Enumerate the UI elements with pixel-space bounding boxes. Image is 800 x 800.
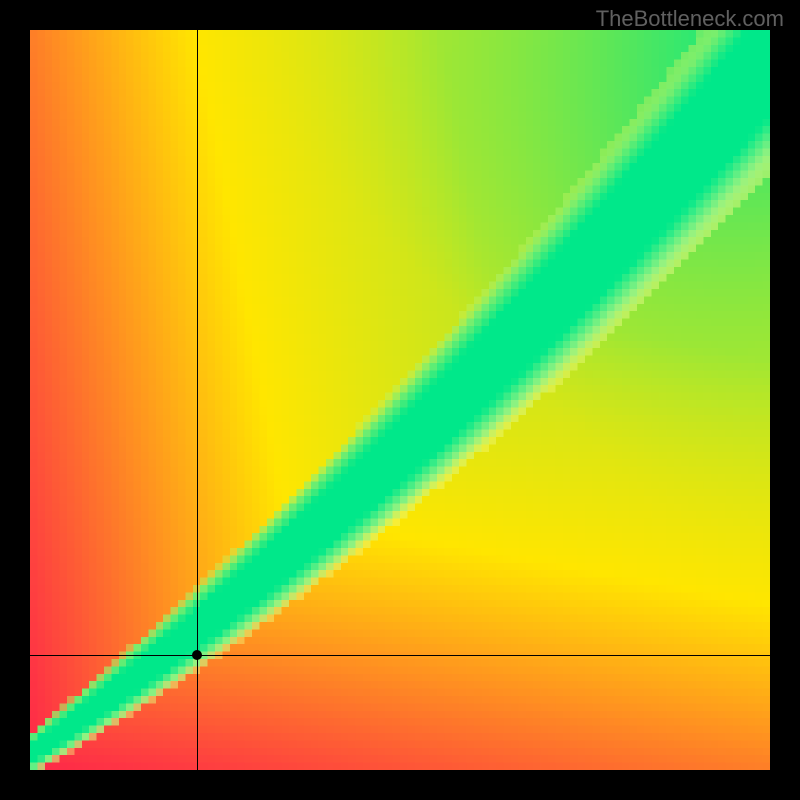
crosshair-marker	[192, 650, 202, 660]
watermark-text: TheBottleneck.com	[596, 6, 784, 32]
chart-container: TheBottleneck.com	[0, 0, 800, 800]
heatmap-canvas	[30, 30, 770, 770]
crosshair-horizontal	[30, 655, 770, 656]
plot-area	[30, 30, 770, 770]
